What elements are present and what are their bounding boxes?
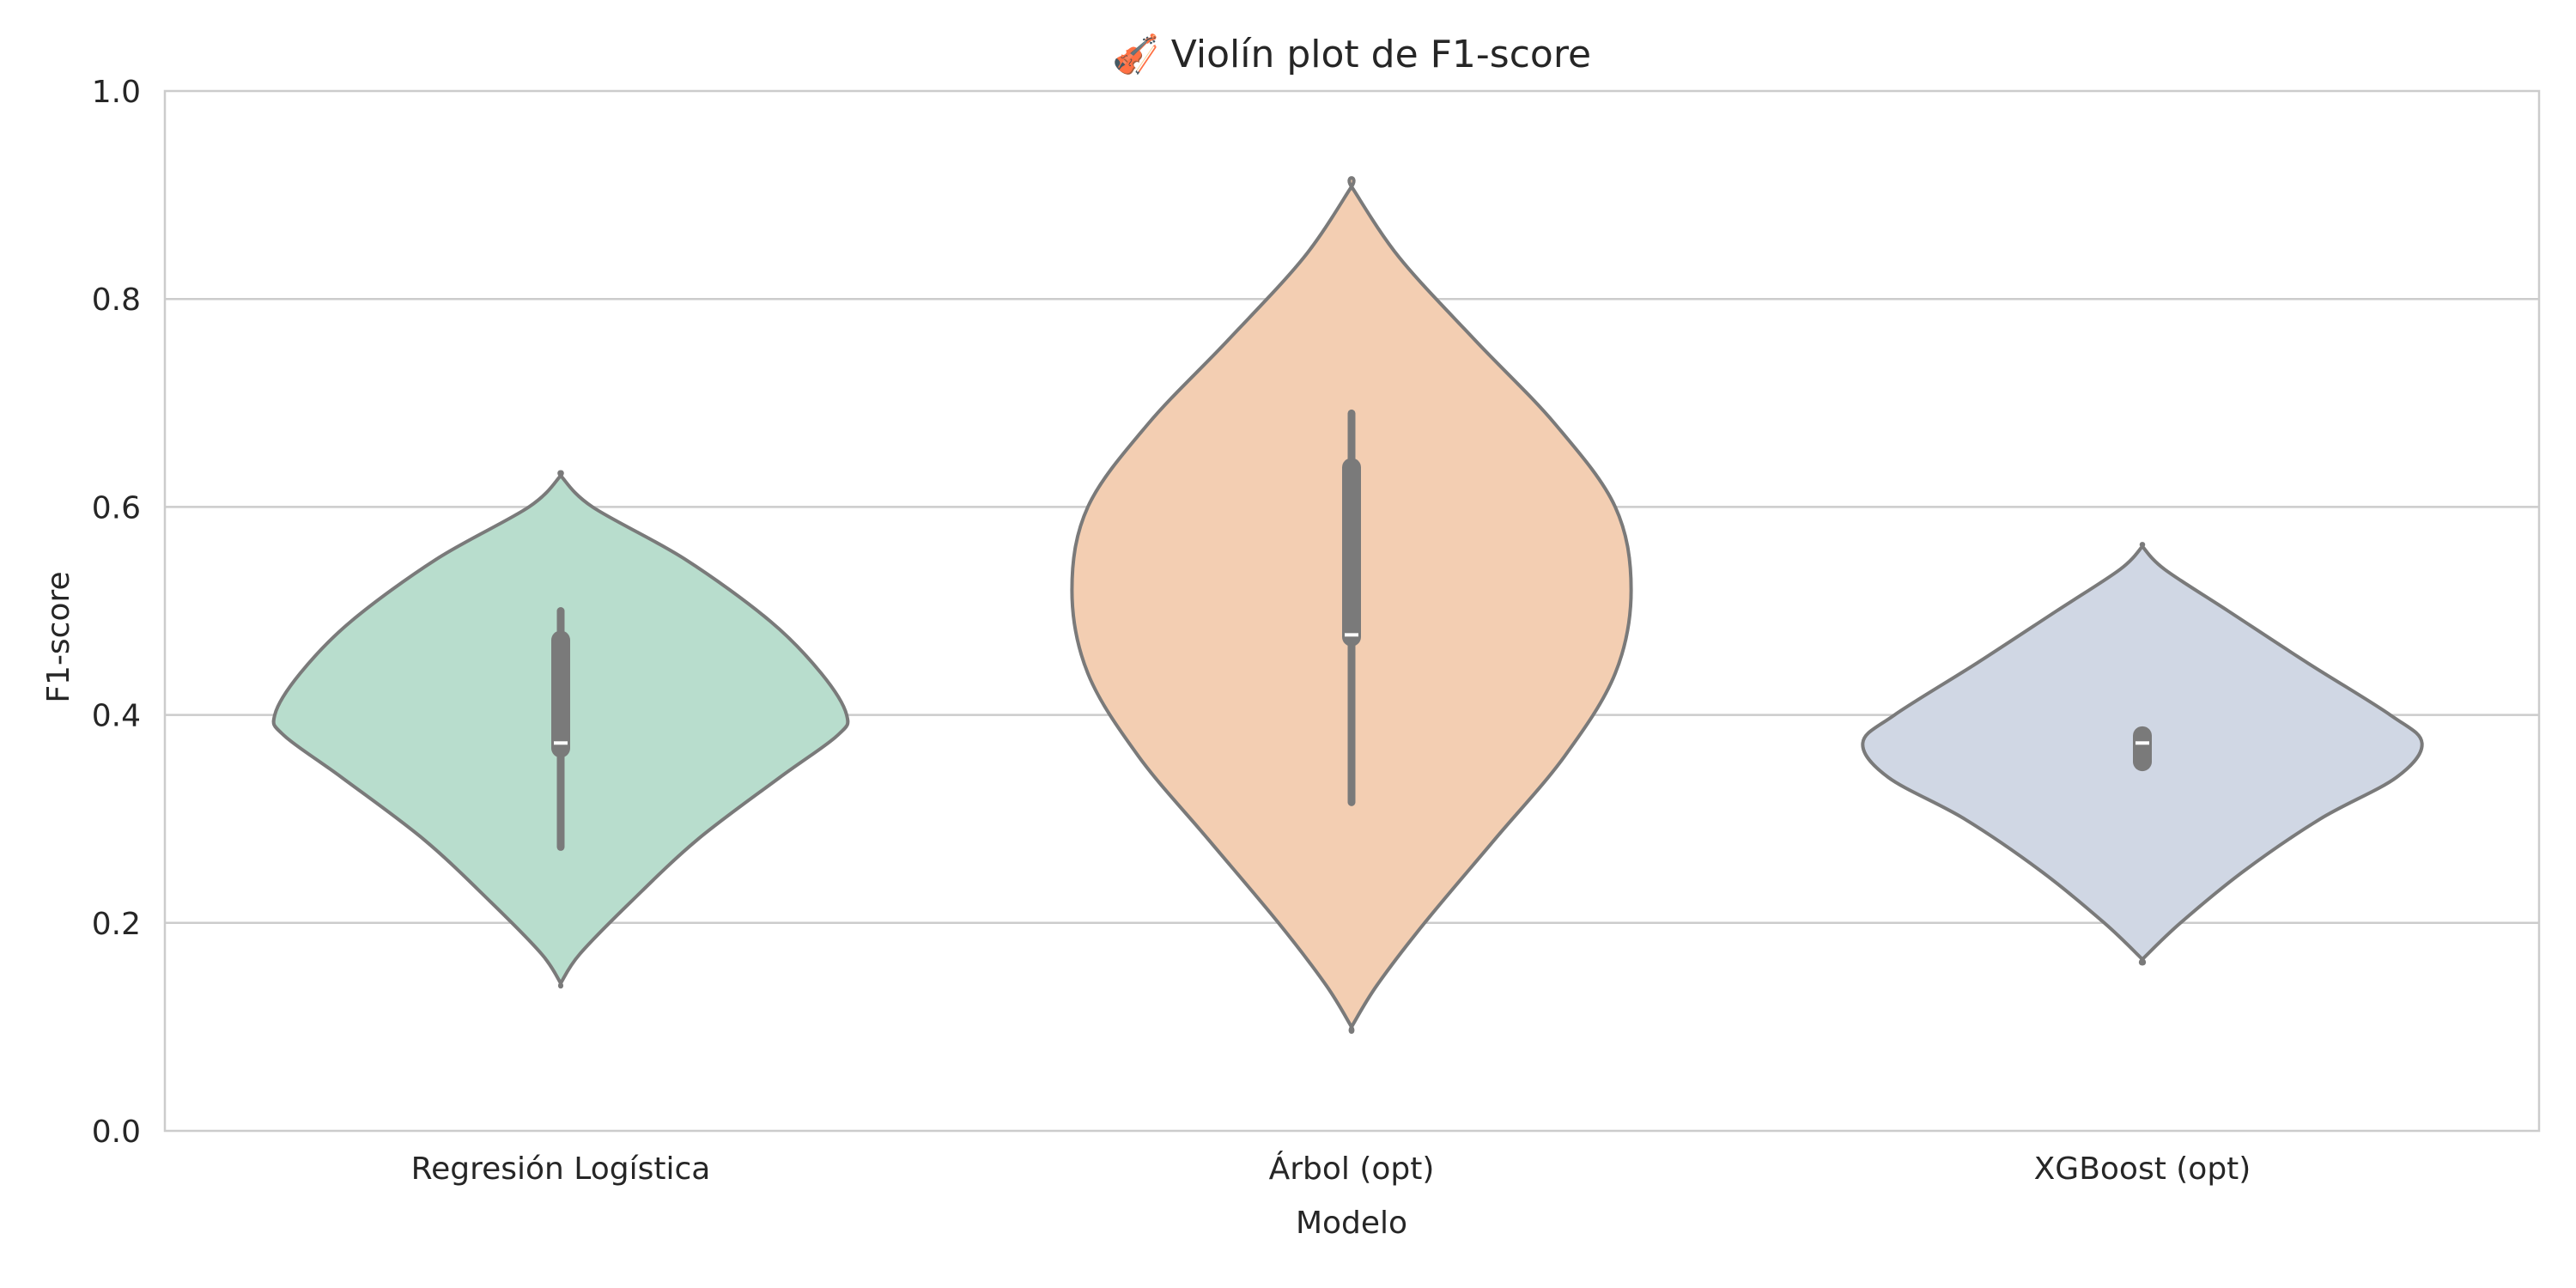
x-axis-label: Modelo <box>1296 1206 1407 1241</box>
y-tick-labels: 0.0 0.2 0.4 0.6 0.8 1.0 <box>92 75 141 1150</box>
x-tick-label: XGBoost (opt) <box>2034 1151 2251 1187</box>
y-axis-label: F1-score <box>41 571 76 702</box>
y-tick-label: 0.6 <box>92 490 141 526</box>
y-tick-label: 1.0 <box>92 75 141 110</box>
x-tick-label: Regresión Logística <box>411 1151 711 1187</box>
plot-frame <box>163 89 2541 1133</box>
violin-layer <box>271 176 2424 1034</box>
chart-title: 🎻 Violín plot de F1-score <box>1112 33 1591 76</box>
y-tick-label: 0.2 <box>92 907 141 942</box>
x-tick-label: Árbol (opt) <box>1269 1151 1435 1187</box>
y-tick-label: 0.8 <box>92 283 141 318</box>
y-tick-label: 0.4 <box>92 699 141 734</box>
x-tick-labels: Regresión Logística Árbol (opt) XGBoost (o… <box>411 1151 2251 1187</box>
y-tick-label: 0.0 <box>92 1115 141 1150</box>
